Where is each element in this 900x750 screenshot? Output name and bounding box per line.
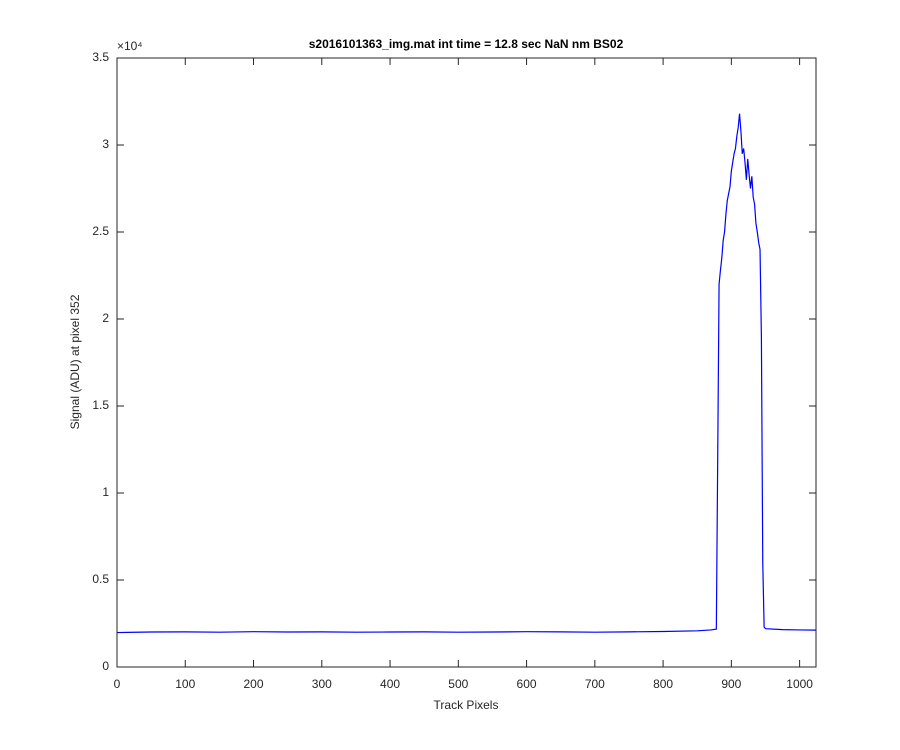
x-tick-label: 400 xyxy=(380,677,400,691)
y-tick-label: 0 xyxy=(102,659,109,673)
x-tick-label: 800 xyxy=(653,677,673,691)
x-tick-label: 200 xyxy=(244,677,264,691)
axes-box xyxy=(116,57,817,668)
x-tick-label: 1000 xyxy=(786,677,813,691)
y-tick-label: 1.5 xyxy=(92,398,109,412)
y-tick-label: 3 xyxy=(102,137,109,151)
y-tick-label: 0.5 xyxy=(92,572,109,586)
x-axis-label: Track Pixels xyxy=(434,698,499,712)
y-tick-label: 2 xyxy=(102,311,109,325)
chart-title: s2016101363_img.mat int time = 12.8 sec … xyxy=(309,37,624,51)
x-tick-label: 700 xyxy=(585,677,605,691)
x-tick-label: 0 xyxy=(114,677,121,691)
line xyxy=(116,113,817,634)
x-tick-label: 100 xyxy=(175,677,195,691)
y-axis-label: Signal (ADU) at pixel 352 xyxy=(68,294,82,429)
x-tick-label: 500 xyxy=(448,677,468,691)
y-tick-label: 2.5 xyxy=(92,224,109,238)
x-tick-label: 300 xyxy=(312,677,332,691)
x-tick-label: 600 xyxy=(517,677,537,691)
y-tick-label: 1 xyxy=(102,485,109,499)
y-exponent: ×10⁴ xyxy=(117,39,143,53)
y-tick-label: 3.5 xyxy=(92,50,109,64)
x-tick-label: 900 xyxy=(721,677,741,691)
